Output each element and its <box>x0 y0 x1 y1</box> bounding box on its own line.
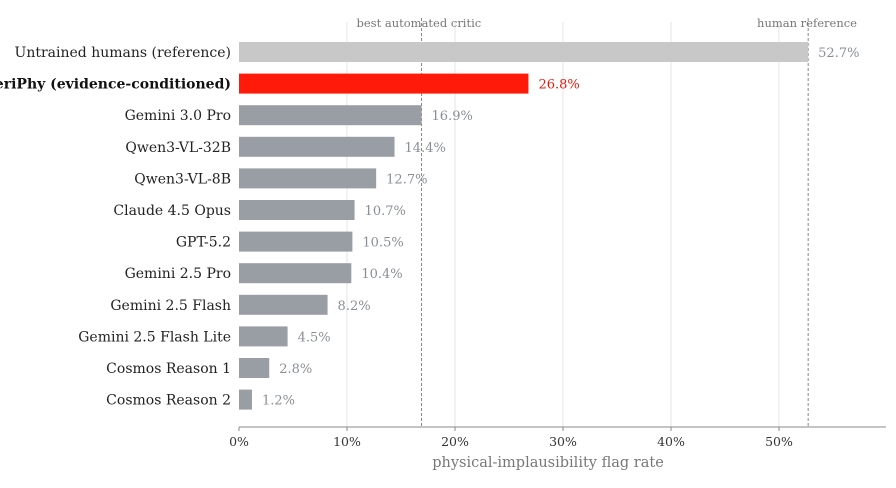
value-label: 26.8% <box>538 78 579 93</box>
value-label: 10.4% <box>361 267 402 282</box>
value-label: 4.5% <box>298 330 331 345</box>
x-tick-label: 20% <box>441 434 469 449</box>
bar <box>239 358 270 378</box>
value-labels: 52.7% 26.8% 16.9% 14.4% 12.7% 10.7% 10.5% 10.4%… <box>262 46 860 409</box>
x-axis-title: physical-implausibility flag rate <box>432 455 664 471</box>
category-label: Gemini 2.5 Pro <box>125 266 231 282</box>
category-label: Claude 4.5 Opus <box>113 203 231 219</box>
value-label: 1.2% <box>262 394 295 409</box>
x-tick-labels: 0% 10% 20% 30% 40% 50% <box>229 427 793 449</box>
x-tick-label: 0% <box>229 434 249 449</box>
reference-line-label: best automated critic <box>357 16 482 30</box>
bar <box>239 263 352 284</box>
x-tick-label: 50% <box>765 434 793 449</box>
category-label: Qwen3-VL-32B <box>125 140 231 156</box>
value-label: 10.5% <box>362 236 403 251</box>
x-tick-label: 40% <box>657 434 685 449</box>
category-label: Cosmos Reason 1 <box>106 361 231 377</box>
x-tick-label: 10% <box>333 434 361 449</box>
category-label: Qwen3-VL-8B <box>134 171 231 187</box>
bar <box>239 136 395 157</box>
bar <box>239 168 377 189</box>
value-label: 2.8% <box>279 362 312 377</box>
category-labels: Untrained humans (reference) VeriPhy (evi… <box>0 45 231 409</box>
value-label: 12.7% <box>386 172 427 187</box>
reference-lines: best automated critic human reference <box>357 16 857 427</box>
bar <box>239 389 252 410</box>
value-label: 14.4% <box>405 141 446 156</box>
reference-line-label: human reference <box>757 16 857 30</box>
x-tick-label: 30% <box>549 434 577 449</box>
bars <box>239 42 809 410</box>
bar <box>239 294 328 315</box>
bar <box>239 105 422 126</box>
category-label: Untrained humans (reference) <box>15 45 231 61</box>
bar <box>239 73 529 94</box>
category-label: VeriPhy (evidence-conditioned) <box>0 77 231 93</box>
category-label: Gemini 2.5 Flash <box>110 298 231 314</box>
category-label: Cosmos Reason 2 <box>106 393 231 409</box>
bar <box>239 42 809 62</box>
bar <box>239 326 288 347</box>
value-label: 52.7% <box>818 46 859 61</box>
category-label: Gemini 2.5 Flash Lite <box>78 329 231 345</box>
bar <box>239 231 353 252</box>
value-label: 16.9% <box>432 109 473 124</box>
category-label: Gemini 3.0 Pro <box>125 108 231 124</box>
bar <box>239 200 355 220</box>
value-label: 8.2% <box>338 299 371 314</box>
category-label: GPT-5.2 <box>176 235 231 251</box>
value-label: 10.7% <box>365 204 406 219</box>
